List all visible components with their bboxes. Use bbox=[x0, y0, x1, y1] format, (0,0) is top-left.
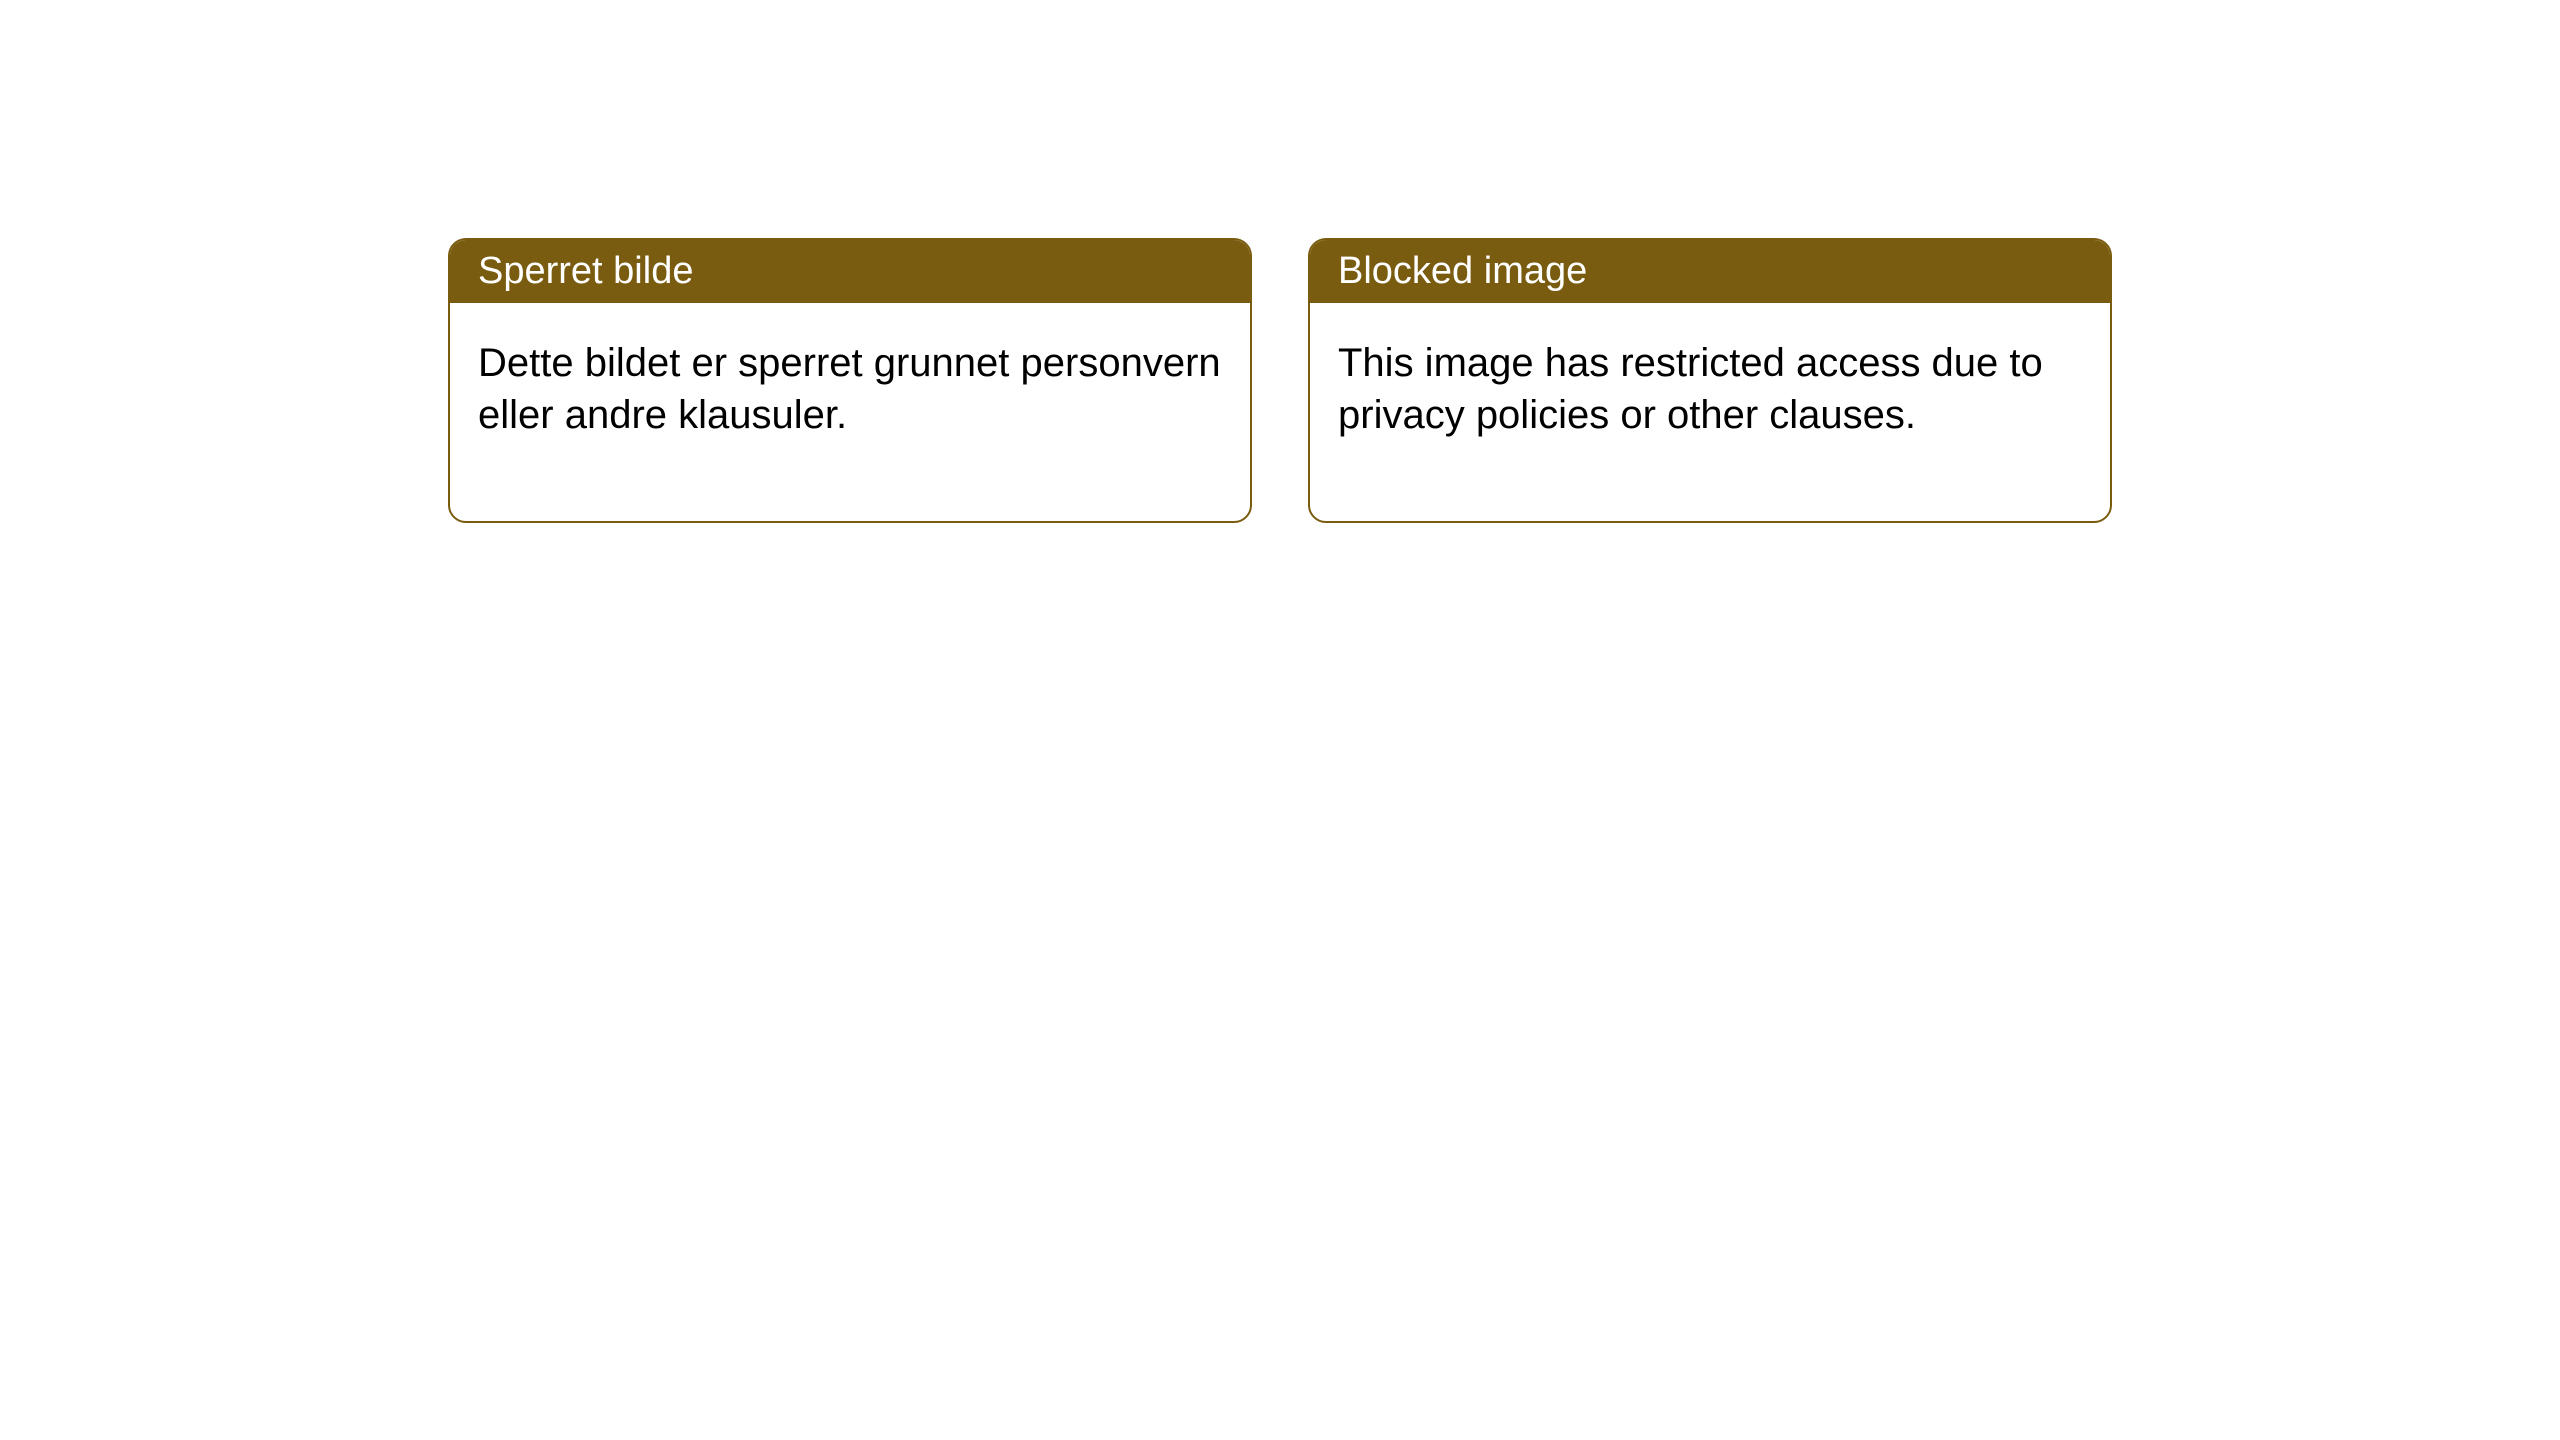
card-body: Dette bildet er sperret grunnet personve… bbox=[450, 303, 1250, 521]
notice-cards-container: Sperret bilde Dette bildet er sperret gr… bbox=[0, 0, 2560, 523]
card-body-text: Dette bildet er sperret grunnet personve… bbox=[478, 341, 1221, 437]
card-title: Blocked image bbox=[1338, 250, 1587, 292]
card-header: Sperret bilde bbox=[450, 240, 1250, 303]
card-body-text: This image has restricted access due to … bbox=[1338, 341, 2043, 437]
card-body: This image has restricted access due to … bbox=[1310, 303, 2110, 521]
blocked-image-card-norwegian: Sperret bilde Dette bildet er sperret gr… bbox=[448, 238, 1252, 523]
card-title: Sperret bilde bbox=[478, 250, 693, 292]
blocked-image-card-english: Blocked image This image has restricted … bbox=[1308, 238, 2112, 523]
card-header: Blocked image bbox=[1310, 240, 2110, 303]
